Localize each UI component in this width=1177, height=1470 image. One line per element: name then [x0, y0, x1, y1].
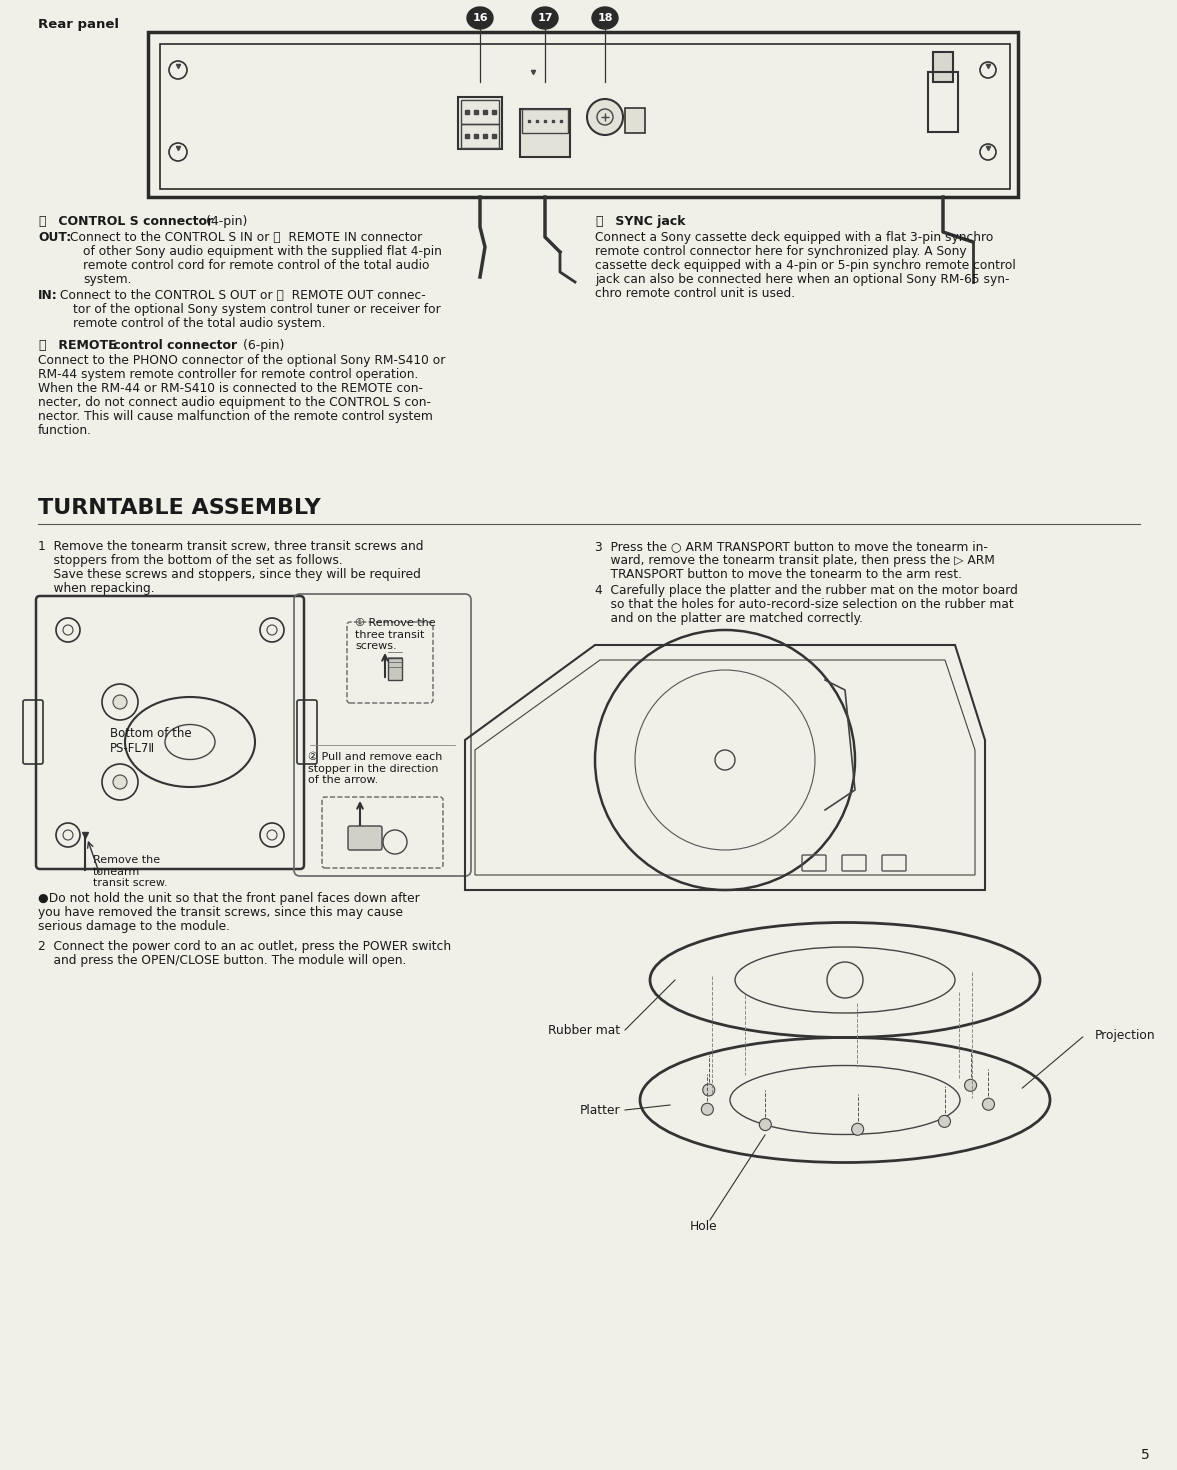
- Circle shape: [113, 695, 127, 709]
- Circle shape: [965, 1079, 977, 1091]
- Text: (4-pin): (4-pin): [202, 215, 247, 228]
- Text: SYNC jack: SYNC jack: [611, 215, 685, 228]
- Text: system.: system.: [84, 273, 132, 287]
- Circle shape: [113, 775, 127, 789]
- Text: 17: 17: [537, 13, 553, 24]
- Text: Connect to the CONTROL S IN or Ⓡ  REMOTE IN connector: Connect to the CONTROL S IN or Ⓡ REMOTE …: [69, 231, 423, 244]
- Text: remote control cord for remote control of the total audio: remote control cord for remote control o…: [84, 259, 430, 272]
- Text: so that the holes for auto-record-size selection on the rubber mat: so that the holes for auto-record-size s…: [596, 598, 1013, 612]
- Text: IN:: IN:: [38, 290, 58, 301]
- Text: nector. This will cause malfunction of the remote control system: nector. This will cause malfunction of t…: [38, 410, 433, 423]
- Text: and on the platter are matched correctly.: and on the platter are matched correctly…: [596, 612, 863, 625]
- Text: ●Do not hold the unit so that the front panel faces down after: ●Do not hold the unit so that the front …: [38, 892, 420, 906]
- Text: ward, remove the tonearm transit plate, then press the ▷ ARM: ward, remove the tonearm transit plate, …: [596, 554, 995, 567]
- Circle shape: [703, 1083, 714, 1097]
- Text: jack can also be connected here when an optional Sony RM-65 syn-: jack can also be connected here when an …: [596, 273, 1010, 287]
- Text: (6-pin): (6-pin): [239, 340, 285, 351]
- Text: when repacking.: when repacking.: [38, 582, 154, 595]
- Text: TRANSPORT button to move the tonearm to the arm rest.: TRANSPORT button to move the tonearm to …: [596, 567, 962, 581]
- Text: and press the OPEN/CLOSE button. The module will open.: and press the OPEN/CLOSE button. The mod…: [38, 954, 406, 967]
- Text: of other Sony audio equipment with the supplied flat 4-pin: of other Sony audio equipment with the s…: [84, 245, 441, 259]
- Text: ⓗ: ⓗ: [596, 215, 603, 228]
- FancyBboxPatch shape: [933, 51, 953, 82]
- Text: 5: 5: [1141, 1448, 1150, 1463]
- Ellipse shape: [467, 7, 493, 29]
- Text: chro remote control unit is used.: chro remote control unit is used.: [596, 287, 796, 300]
- Bar: [388, 659, 403, 681]
- Text: necter, do not connect audio equipment to the CONTROL S con-: necter, do not connect audio equipment t…: [38, 395, 431, 409]
- Text: Rubber mat: Rubber mat: [547, 1023, 620, 1036]
- Text: Projection: Projection: [1095, 1029, 1156, 1042]
- FancyBboxPatch shape: [458, 97, 503, 148]
- Text: REMOTE: REMOTE: [54, 340, 117, 351]
- Text: Connect a Sony cassette deck equipped with a flat 3-pin synchro: Connect a Sony cassette deck equipped wi…: [596, 231, 993, 244]
- Text: serious damage to the module.: serious damage to the module.: [38, 920, 230, 933]
- Text: ② Pull and remove each
stopper in the direction
of the arrow.: ② Pull and remove each stopper in the di…: [308, 753, 443, 785]
- Text: Save these screws and stoppers, since they will be required: Save these screws and stoppers, since th…: [38, 567, 421, 581]
- Text: cassette deck equipped with a 4-pin or 5-pin synchro remote control: cassette deck equipped with a 4-pin or 5…: [596, 259, 1016, 272]
- Text: you have removed the transit screws, since this may cause: you have removed the transit screws, sin…: [38, 906, 403, 919]
- Text: Rear panel: Rear panel: [38, 18, 119, 31]
- Text: control connector: control connector: [109, 340, 237, 351]
- Text: 3  Press the ○ ARM TRANSPORT button to move the tonearm in-: 3 Press the ○ ARM TRANSPORT button to mo…: [596, 539, 988, 553]
- Circle shape: [983, 1098, 995, 1110]
- Ellipse shape: [532, 7, 558, 29]
- Text: 16: 16: [472, 13, 487, 24]
- Circle shape: [759, 1119, 771, 1130]
- Text: 4  Carefully place the platter and the rubber mat on the motor board: 4 Carefully place the platter and the ru…: [596, 584, 1018, 597]
- Text: Hole: Hole: [690, 1220, 718, 1233]
- Text: Platter: Platter: [579, 1104, 620, 1117]
- Circle shape: [701, 1104, 713, 1116]
- Text: ① Remove the
three transit
screws.: ① Remove the three transit screws.: [355, 617, 435, 651]
- Text: remote control of the total audio system.: remote control of the total audio system…: [73, 318, 326, 329]
- Text: When the RM-44 or RM-S410 is connected to the REMOTE con-: When the RM-44 or RM-S410 is connected t…: [38, 382, 423, 395]
- Text: 1  Remove the tonearm transit screw, three transit screws and: 1 Remove the tonearm transit screw, thre…: [38, 539, 424, 553]
- Text: stoppers from the bottom of the set as follows.: stoppers from the bottom of the set as f…: [38, 554, 343, 567]
- Text: CONTROL S connector: CONTROL S connector: [54, 215, 213, 228]
- Ellipse shape: [592, 7, 618, 29]
- FancyBboxPatch shape: [348, 826, 383, 850]
- Circle shape: [587, 98, 623, 135]
- Text: 18: 18: [597, 13, 613, 24]
- Text: Connect to the PHONO connector of the optional Sony RM-S410 or: Connect to the PHONO connector of the op…: [38, 354, 445, 368]
- Text: OUT:: OUT:: [38, 231, 72, 244]
- Text: function.: function.: [38, 423, 92, 437]
- Circle shape: [938, 1116, 951, 1127]
- Text: ⓕ: ⓕ: [38, 215, 46, 228]
- FancyBboxPatch shape: [625, 107, 645, 132]
- Text: 2  Connect the power cord to an ac outlet, press the POWER switch: 2 Connect the power cord to an ac outlet…: [38, 939, 451, 953]
- Text: Connect to the CONTROL S OUT or Ⓡ  REMOTE OUT connec-: Connect to the CONTROL S OUT or Ⓡ REMOTE…: [60, 290, 426, 301]
- Text: tor of the optional Sony system control tuner or receiver for: tor of the optional Sony system control …: [73, 303, 440, 316]
- Text: Bottom of the
PS-FL7Ⅱ: Bottom of the PS-FL7Ⅱ: [109, 728, 192, 756]
- Text: ⓖ: ⓖ: [38, 340, 46, 351]
- Text: TURNTABLE ASSEMBLY: TURNTABLE ASSEMBLY: [38, 498, 321, 517]
- Circle shape: [852, 1123, 864, 1135]
- Text: Remove the
tonearm
transit screw.: Remove the tonearm transit screw.: [93, 856, 167, 888]
- FancyBboxPatch shape: [520, 109, 570, 157]
- Text: RM-44 system remote controller for remote control operation.: RM-44 system remote controller for remot…: [38, 368, 418, 381]
- Text: remote control connector here for synchronized play. A Sony: remote control connector here for synchr…: [596, 245, 966, 259]
